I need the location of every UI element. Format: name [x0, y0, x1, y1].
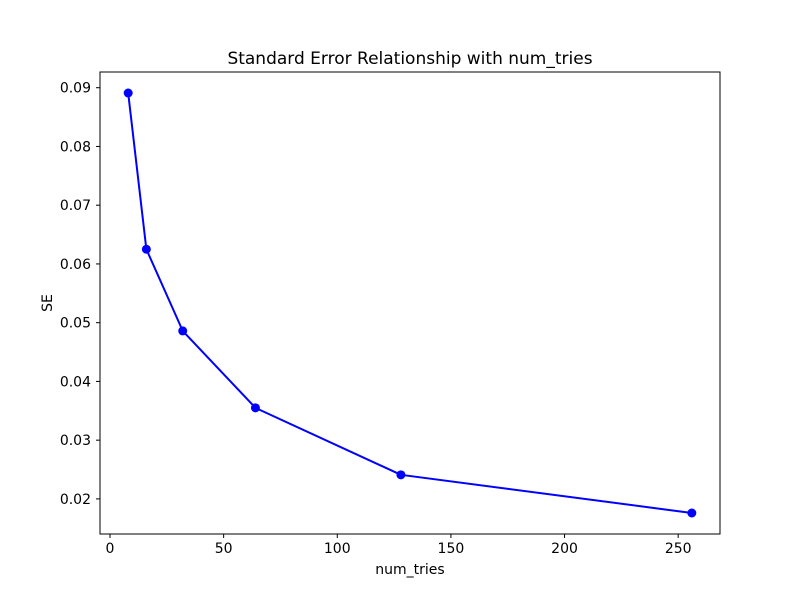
y-tick-label: 0.05 [60, 316, 91, 332]
data-point [250, 403, 260, 413]
x-tick-label: 200 [551, 541, 578, 557]
y-tick-label: 0.03 [60, 433, 91, 449]
x-tick-label: 0 [106, 541, 115, 557]
x-tick-label: 50 [215, 541, 233, 557]
data-point [396, 470, 406, 480]
x-tick-label: 150 [438, 541, 465, 557]
y-tick-label: 0.04 [60, 374, 91, 390]
y-axis-label: SE [40, 294, 56, 312]
chart-title: Standard Error Relationship with num_tri… [227, 49, 592, 69]
axes-spines [99, 71, 721, 535]
data-point [141, 244, 151, 254]
x-axis-label: num_tries [375, 562, 444, 578]
data-point [687, 508, 697, 518]
x-axis-ticks: 0 50 100 150 200 250 [106, 534, 692, 557]
data-series [123, 88, 697, 518]
y-tick-label: 0.06 [60, 257, 91, 273]
data-point [123, 88, 133, 98]
y-tick-label: 0.09 [60, 81, 91, 97]
x-tick-label: 250 [665, 541, 692, 557]
x-tick-label: 100 [324, 541, 351, 557]
data-point [178, 326, 188, 336]
series-line [127, 92, 692, 514]
y-tick-label: 0.07 [60, 198, 91, 214]
y-axis-ticks: 0.02 0.03 0.04 0.05 0.06 0.07 0.08 0.09 [60, 81, 100, 508]
y-tick-label: 0.02 [60, 492, 91, 508]
y-tick-label: 0.08 [60, 139, 91, 155]
